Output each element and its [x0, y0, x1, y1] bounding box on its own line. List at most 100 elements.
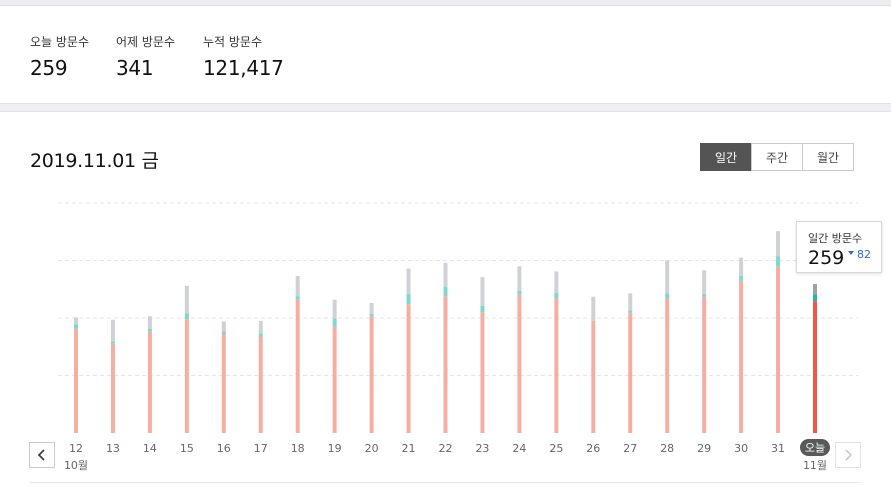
bar-segment	[406, 268, 411, 294]
tooltip-value: 259	[808, 247, 845, 269]
stat-total-value: 121,417	[203, 56, 284, 80]
bar-segment	[517, 290, 522, 295]
prev-button[interactable]	[29, 442, 55, 468]
bar-segment	[74, 324, 78, 329]
bar-segment	[110, 343, 115, 433]
bar-segment	[480, 277, 485, 306]
bar-segment	[369, 316, 374, 433]
bar-segment	[665, 298, 670, 433]
bar-segment	[258, 336, 263, 433]
bar-segment	[739, 276, 744, 281]
x-tick-label: 오늘	[805, 442, 825, 455]
bar-segment	[776, 231, 781, 257]
bar-segment	[517, 294, 522, 433]
bar-segment	[74, 328, 78, 433]
x-tick-label: 18	[291, 442, 305, 455]
bar-segment	[702, 296, 707, 433]
bar-segment	[184, 319, 189, 433]
tooltip-delta-value: 82	[857, 248, 871, 261]
bar-segment	[739, 257, 744, 277]
period-toggle: 일간 주간 월간	[700, 143, 854, 171]
daily-visits-tooltip: 일간 방문수 259 82	[796, 221, 882, 273]
bar-segment	[776, 266, 781, 433]
x-tick-label: 28	[660, 442, 674, 455]
x-tick-label: 24	[512, 442, 526, 455]
x-tick-label: 31	[771, 442, 785, 455]
bar-segment	[295, 276, 300, 297]
bar-segment	[443, 296, 448, 433]
tooltip-label: 일간 방문수	[808, 232, 863, 245]
bar-segment	[221, 331, 226, 335]
bar-segment	[406, 304, 411, 433]
bar-segment	[406, 293, 411, 305]
bar-segment	[554, 292, 559, 299]
bar-segment	[480, 305, 485, 313]
tab-monthly[interactable]: 월간	[802, 143, 854, 171]
tab-daily[interactable]: 일간	[700, 143, 752, 171]
next-button[interactable]	[835, 442, 861, 468]
bar-segment	[517, 266, 522, 291]
bar-segment	[628, 293, 633, 311]
bar-segment	[813, 301, 817, 433]
bar-segment	[813, 284, 817, 295]
bar-segment	[110, 319, 115, 342]
stat-total-label: 누적 방문수	[203, 35, 263, 49]
bar-segment	[110, 341, 115, 344]
bar-segment	[147, 328, 152, 332]
month-label-oct: 10월	[64, 459, 88, 472]
x-tick-label: 30	[734, 442, 748, 455]
top-strip	[0, 0, 891, 6]
x-tick-label: 27	[623, 442, 637, 455]
tab-weekly[interactable]: 주간	[751, 143, 803, 171]
bar-segment	[332, 326, 337, 433]
bar-segment	[369, 303, 374, 314]
bar-segment	[332, 299, 337, 319]
x-tick-label: 19	[328, 442, 342, 455]
bar-segment	[221, 334, 226, 433]
bar-segment	[184, 313, 189, 320]
bar-segment	[184, 285, 189, 314]
chevron-right-icon	[843, 446, 853, 465]
bar-segment	[295, 296, 300, 300]
bar-segment	[147, 331, 152, 433]
stat-yesterday-value: 341	[116, 56, 154, 80]
today-pill	[800, 439, 830, 456]
x-tick-label: 22	[439, 442, 453, 455]
bar-segment	[554, 271, 559, 293]
bar-segment	[258, 333, 263, 337]
bar-segment	[702, 270, 707, 294]
bar-segment	[369, 313, 374, 317]
bar-segment	[443, 286, 448, 297]
x-tick-label: 16	[217, 442, 231, 455]
bar-segment	[776, 256, 781, 267]
x-tick-label: 13	[106, 442, 120, 455]
bar-segment	[591, 296, 596, 321]
bar-segment	[554, 298, 559, 433]
triangle-down-icon	[848, 251, 854, 255]
bar-segment	[665, 260, 670, 294]
tooltip-delta: 82	[848, 248, 871, 261]
bar-segment	[221, 321, 226, 332]
bar-segment	[258, 320, 263, 334]
visitor-stats-panel: 오늘 방문수 259 어제 방문수 341 누적 방문수 121,417	[0, 6, 891, 103]
bottom-divider	[30, 482, 860, 483]
bar-segment	[591, 320, 596, 433]
bar-segment	[665, 293, 670, 299]
x-tick-label: 26	[586, 442, 600, 455]
daily-visits-chart: 12 13 14 15 16 17 18 19 20 21 22 23 24 25 26 27 28 29 30 31…	[58, 202, 858, 472]
stat-yesterday-label: 어제 방문수	[116, 35, 176, 49]
bar-segment	[332, 318, 337, 327]
chevron-left-icon	[37, 446, 47, 465]
x-tick-label: 21	[402, 442, 416, 455]
bar-segment	[628, 312, 633, 433]
stat-today-label: 오늘 방문수	[30, 35, 90, 49]
bar-segment	[702, 293, 707, 297]
bar-segment	[480, 312, 485, 433]
bar-segment	[813, 294, 817, 302]
month-label-nov: 11월	[803, 459, 827, 472]
bar-segment	[295, 299, 300, 433]
x-tick-label: 12	[69, 442, 83, 455]
date-title: 2019.11.01 금	[30, 150, 159, 172]
x-tick-label: 15	[180, 442, 194, 455]
bar-segment	[443, 262, 448, 287]
